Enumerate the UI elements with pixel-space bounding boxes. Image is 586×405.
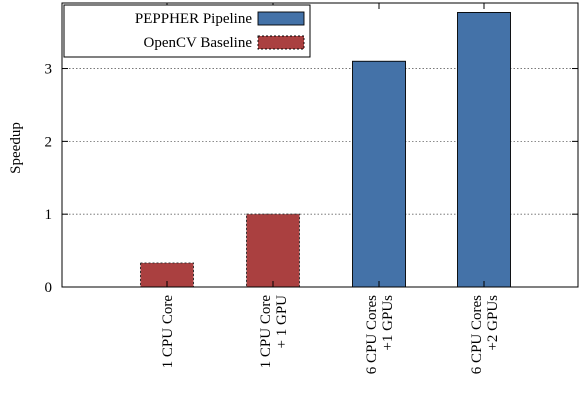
y-tick-label: 3 [45,62,53,78]
y-tick-label: 0 [45,280,53,296]
bars [140,12,511,288]
bar-peppher-pipeline-3 [457,12,511,288]
legend: PEPPHER Pipeline OpenCV Baseline [63,4,311,58]
bar-peppher-pipeline-2 [352,60,406,288]
x-tick-label: +2 GPUs [485,295,501,351]
plot-frame [61,2,579,288]
legend-swatch-opencv-baseline [257,35,305,50]
x-tick-label: 6 CPU Cores [364,295,380,374]
x-tick-label: 1 CPU Core [258,295,274,369]
legend-label-opencv-baseline: OpenCV Baseline [144,35,253,51]
bar-opencv-baseline-1 [246,213,300,288]
bar-opencv-baseline-0 [140,262,194,288]
x-tick-label: +1 GPUs [380,295,396,351]
y-axis-label: Speedup [8,122,24,174]
y-tick-label: 1 [45,207,53,223]
legend-label-peppher-pipeline: PEPPHER Pipeline [135,11,252,27]
x-tick-label: 6 CPU Cores [469,295,485,374]
plot-border [61,2,579,288]
legend-swatch-peppher-pipeline [257,11,305,26]
x-tick-label: 1 CPU Core [160,295,176,369]
x-tick-label: + 1 GPU [274,295,290,349]
y-tick-label: 2 [45,134,53,150]
